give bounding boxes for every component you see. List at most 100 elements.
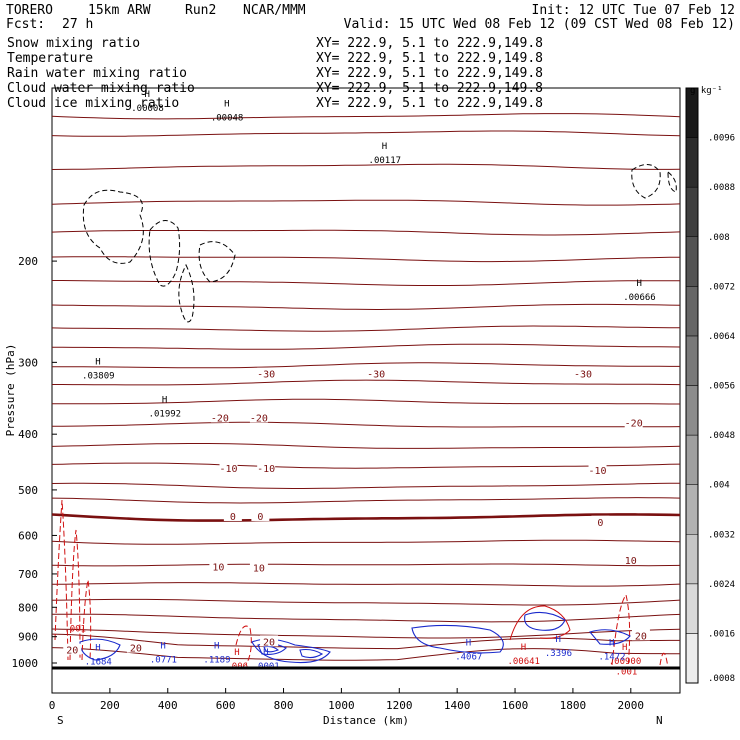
y-tick-label: 300 [18,356,38,369]
valid-time: Valid: 15 UTC Wed 08 Feb 12 (09 CST Wed … [344,17,735,32]
isotherm-label: 10 [212,562,224,573]
isotherm-line [51,325,681,332]
x-tick-label: 200 [100,699,120,712]
colorbar-segment [685,286,699,337]
isotherm-label: 20 [635,631,647,642]
colorbar-tick-label: .0096 [708,134,735,144]
colorbar-tick-label: .0088 [708,183,735,193]
maximum-marker: H [162,396,167,406]
isotherm-label-bg [63,643,82,655]
field-legend: Snow mixing ratio XY= 222.9, 5.1 to 222.9… [7,36,543,111]
maximum-value: .00008 [131,104,164,114]
x-tick-label: 2000 [618,699,645,712]
maximum-marker: H [466,638,471,648]
isotherm-line [51,497,681,504]
isotherm-line [52,379,681,386]
isotherm-label-bg [126,641,145,653]
isotherm-label: -30 [367,370,385,381]
colorbar-tick-label: .0056 [708,382,735,392]
maximum-value: .00117 [369,156,402,166]
ice-snow-contours [82,164,677,323]
cloud-water-contours [79,611,631,664]
colorbar-tick-label: .008 [708,233,730,243]
temperature-contours [51,113,681,661]
isotherm-line [52,280,681,286]
isotherm-label-bg [257,461,276,473]
legend-section-coords: XY= 222.9, 5.1 to 222.9,149.8 [316,36,543,51]
isotherm-label: -30 [574,370,592,381]
maximum-value: .01992 [149,410,182,420]
north-end-label: N [656,714,663,727]
isotherm-line [52,362,680,369]
isotherm-line [51,633,680,650]
cloud-water-contour [299,648,324,659]
cloud-water-contour [251,638,331,664]
south-end-label: S [57,714,64,727]
isotherm-line [51,199,681,206]
maximum-marker: H [263,648,268,658]
maximum-value: .00900 [609,657,642,667]
x-tick-label: 1800 [560,699,587,712]
temperature-labels: -30 -30 -30 -20 -20 -20 -10 -10 -10 0 0 0 10 10 10 20 20… [63,367,650,657]
legend-field-name: Cloud ice mixing ratio [7,96,179,111]
rain-contours [54,499,669,669]
legend-field-name: Rain water mixing ratio [7,66,187,81]
isotherm-label: -30 [257,370,275,381]
colorbar-segment [685,186,699,238]
isotherm-line [51,462,681,469]
cloud-water-contour [263,645,280,653]
legend-field-name: Snow mixing ratio [7,36,140,51]
cloud-water-contour [411,624,504,654]
colorbar-unit: g kg⁻¹ [690,86,723,96]
maximum-marker: H [382,142,387,152]
cloud-water-contour [524,611,566,631]
isotherm-line [52,398,680,405]
x-axis: 0 200 400 600 800 1000 1200 1400 1600 1800 2000 [49,688,644,712]
isotherm-line [51,513,681,522]
y-tick-label: 1000 [12,657,39,670]
model-resolution: 15km ARW [88,3,151,18]
isotherm-line [52,421,681,428]
colorbar-tick-label: .0008 [708,674,735,684]
maximum-marker: H [95,358,100,368]
maximum-value: .00666 [623,293,656,303]
maximum-marker: H [521,643,526,653]
maximum-marker: H [95,643,100,653]
isotherm-line [51,539,681,545]
isotherm-line [51,163,681,170]
colorbar-segment [685,434,699,485]
maximum-value: .03809 [82,372,115,382]
ice-contour [667,170,677,193]
model-name: TORERO [6,3,53,18]
legend-section-coords: XY= 222.9, 5.1 to 222.9,149.8 [316,66,543,81]
plot-frame [51,87,681,694]
isotherm-label-bg [219,461,238,473]
maximum-value: .1189 [203,655,230,665]
isotherm-label: -20 [211,413,229,424]
isotherm-label: -10 [588,466,606,477]
legend-field-name: Temperature [7,51,93,66]
maximum-value: .4067 [455,652,482,662]
isotherm-label: 10 [253,563,265,574]
x-tick-label: 400 [158,699,178,712]
colorbar-segment [685,236,699,287]
cloud-water-contour [79,638,121,661]
forecast-label: Fcst: [6,17,45,32]
cloud-water-contour [589,629,631,645]
isotherm-label-bg [588,464,607,476]
isotherm-label: 10 [625,556,637,567]
maximum-marker: H [145,90,150,100]
maximum-value: .0771 [150,655,177,665]
maximum-marker: H [160,641,165,651]
isotherm-line [51,229,681,236]
colorbar-tick-label: .0024 [708,580,735,590]
isotherm-label: 20 [263,637,275,648]
isotherm-line [51,113,681,120]
x-axis-title: Distance (km) [323,714,409,727]
isotherm-label-bg [260,635,279,647]
isotherm-label-bg [574,367,593,379]
isotherm-label: 0 [230,512,236,523]
maximum-value: .1472 [598,652,625,662]
init-time: Init: 12 UTC Tue 07 Feb 12 [532,3,736,18]
colorbar-frame [685,87,699,684]
